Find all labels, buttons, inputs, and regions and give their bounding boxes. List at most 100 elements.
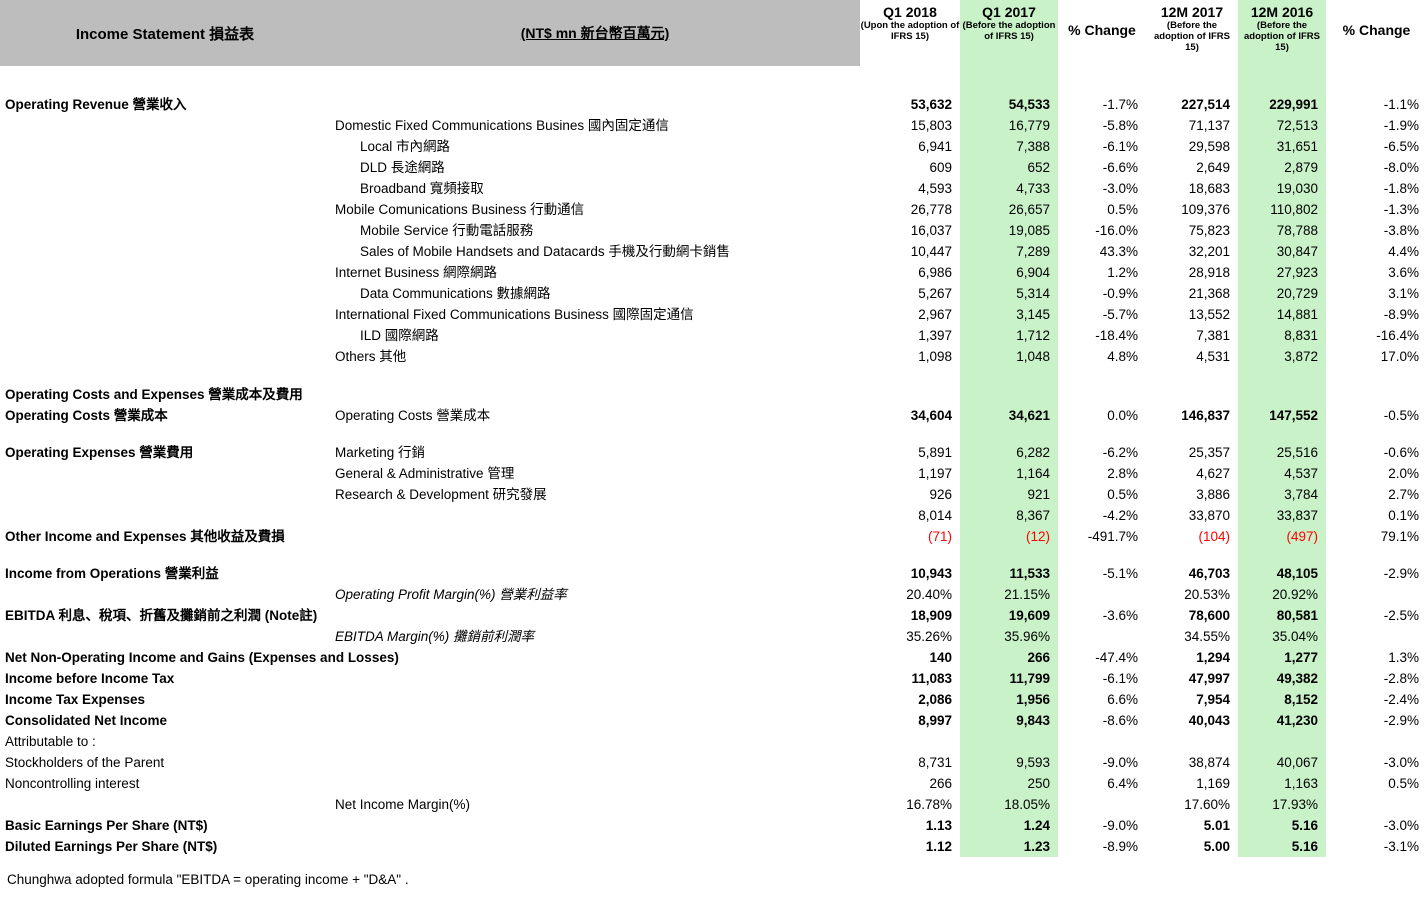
- cell-pct-change-quarter: -9.0%: [1102, 818, 1138, 833]
- table-row: Consolidated Net Income 8,997 9,843 -8.6% 40…: [0, 710, 1427, 731]
- column-header-label: Q1 2017: [982, 4, 1036, 20]
- row-label-secondary: [330, 689, 860, 710]
- row-label-primary: [0, 262, 330, 283]
- table-row: Attributable to :: [0, 731, 1427, 752]
- cell-q1-2017: 1.24: [1023, 818, 1050, 833]
- row-label-secondary: Domestic Fixed Communications Busines 國內…: [335, 118, 669, 133]
- cell-12m-2016: 17.93%: [1272, 797, 1318, 812]
- cell-q1-2018: 926: [929, 487, 952, 502]
- row-label-secondary: [330, 526, 860, 547]
- column-header-subtext: (Before the adoption of IFRS 15): [1244, 20, 1320, 53]
- cell-q1-2018: 2,967: [918, 307, 952, 322]
- row-label-primary: [0, 115, 330, 136]
- table-row: Income from Operations 營業利益 10,943 11,533 -…: [0, 563, 1427, 584]
- row-label-secondary: [330, 647, 860, 668]
- cell-pct-change-quarter: [1058, 584, 1146, 605]
- cell-12m-2017: 4,627: [1196, 466, 1230, 481]
- cell-pct-change-quarter: 1.2%: [1107, 265, 1138, 280]
- cell-q1-2018: 1,397: [918, 328, 952, 343]
- cell-12m-2016: 8,152: [1284, 692, 1318, 707]
- row-label-secondary: Others 其他: [335, 349, 407, 364]
- column-header-subtext: (Before the adoption of IFRS 15): [962, 20, 1056, 42]
- row-label-primary: Income before Income Tax: [5, 671, 175, 686]
- table-row: Broadband 寬頻接取 4,593 4,733 -3.0% 18,683 19,03…: [0, 178, 1427, 199]
- column-header-label: % Change: [1068, 22, 1136, 38]
- cell-pct-change-quarter: 0.0%: [1107, 408, 1138, 423]
- cell-q1-2018: (71): [927, 529, 952, 544]
- row-label-primary: Operating Costs and Expenses 營業成本及費用: [5, 387, 303, 402]
- cell-q1-2017: 9,593: [1016, 755, 1050, 770]
- cell-12m-2017: 1,169: [1196, 776, 1230, 791]
- cell-12m-2017: (104): [1198, 529, 1230, 544]
- cell-12m-2016: 25,516: [1276, 445, 1318, 460]
- cell-pct-change-annual: 17.0%: [1380, 349, 1419, 364]
- cell-pct-change-annual: -2.9%: [1383, 566, 1419, 581]
- table-row: Other Income and Expenses 其他收益及費損 (71) (12…: [0, 526, 1427, 547]
- cell-q1-2017: 652: [1027, 160, 1050, 175]
- cell-12m-2016: 41,230: [1276, 713, 1318, 728]
- row-label-secondary: EBITDA Margin(%) 攤銷前利潤率: [335, 629, 535, 644]
- cell-q1-2017: 7,388: [1016, 139, 1050, 154]
- cell-q1-2017: 5,314: [1016, 286, 1050, 301]
- row-label-primary: Basic Earnings Per Share (NT$): [5, 818, 208, 833]
- cell-12m-2017: 146,837: [1181, 408, 1230, 423]
- cell-12m-2016: 35.04%: [1272, 629, 1318, 644]
- cell-pct-change-annual: -8.9%: [1383, 307, 1419, 322]
- cell-q1-2017: [960, 384, 1058, 405]
- table-row: DLD 長途網路 609 652 -6.6% 2,649 2,879 -8.0%: [0, 157, 1427, 178]
- cell-q1-2018: 53,632: [910, 97, 952, 112]
- cell-12m-2017: [1146, 384, 1238, 405]
- row-label-primary: [0, 325, 330, 346]
- cell-12m-2016: [1238, 384, 1326, 405]
- cell-12m-2016: 30,847: [1276, 244, 1318, 259]
- cell-pct-change-quarter: [1058, 794, 1146, 815]
- cell-q1-2018: 6,986: [918, 265, 952, 280]
- row-label-secondary: Research & Development 研究發展: [335, 487, 547, 502]
- cell-pct-change-annual: 2.0%: [1388, 466, 1419, 481]
- cell-q1-2017: 19,609: [1008, 608, 1050, 623]
- cell-pct-change-annual: -3.0%: [1383, 755, 1419, 770]
- cell-pct-change-quarter: [1058, 384, 1146, 405]
- row-label-secondary: International Fixed Communications Busin…: [335, 307, 694, 322]
- cell-q1-2018: 8,731: [918, 755, 952, 770]
- table-row: Stockholders of the Parent 8,731 9,593 -9.0…: [0, 752, 1427, 773]
- table-row: Sales of Mobile Handsets and Datacards 手…: [0, 241, 1427, 262]
- cell-12m-2017: 29,598: [1188, 139, 1230, 154]
- column-header-pct-change-quarter: % Change: [1058, 0, 1146, 66]
- cell-q1-2017: 1,048: [1016, 349, 1050, 364]
- row-label-primary: Stockholders of the Parent: [5, 755, 165, 770]
- row-label-primary: [0, 136, 330, 157]
- row-label-secondary: [330, 773, 860, 794]
- row-label-primary: [0, 220, 330, 241]
- cell-pct-change-quarter: -18.4%: [1095, 328, 1138, 343]
- cell-12m-2016: 80,581: [1276, 608, 1318, 623]
- cell-pct-change-quarter: -0.9%: [1102, 286, 1138, 301]
- cell-12m-2016: 20,729: [1276, 286, 1318, 301]
- cell-12m-2016: 3,784: [1284, 487, 1318, 502]
- row-label-secondary: [330, 710, 860, 731]
- cell-12m-2017: 28,918: [1188, 265, 1230, 280]
- cell-pct-change-quarter: -3.0%: [1102, 181, 1138, 196]
- cell-12m-2017: 3,886: [1196, 487, 1230, 502]
- cell-12m-2016: 78,788: [1276, 223, 1318, 238]
- row-label-primary: Operating Costs 營業成本: [5, 408, 168, 423]
- row-label-primary: Consolidated Net Income: [5, 713, 168, 728]
- cell-pct-change-annual: -6.5%: [1383, 139, 1419, 154]
- page-title: Income Statement 損益表: [75, 25, 255, 43]
- cell-pct-change-quarter: [1058, 731, 1146, 752]
- cell-q1-2017: 1,164: [1016, 466, 1050, 481]
- cell-q1-2017: 34,621: [1008, 408, 1050, 423]
- table-row: Net Income Margin(%) 16.78% 18.05% 17.60% 17…: [0, 794, 1427, 815]
- column-header-q1-2017: Q1 2017 (Before the adoption of IFRS 15): [960, 0, 1058, 66]
- cell-q1-2017: 19,085: [1008, 223, 1050, 238]
- cell-12m-2016: 27,923: [1276, 265, 1318, 280]
- cell-pct-change-annual: -2.9%: [1383, 713, 1419, 728]
- header-left-band: Income Statement 損益表 (NT$ mn 新台幣百萬元): [0, 0, 860, 66]
- cell-q1-2018: 1.13: [925, 818, 952, 833]
- cell-pct-change-annual: -2.5%: [1383, 608, 1419, 623]
- column-header-label: % Change: [1342, 22, 1411, 38]
- cell-pct-change-annual: -0.5%: [1383, 408, 1419, 423]
- cell-pct-change-annual: 3.1%: [1388, 286, 1419, 301]
- cell-pct-change-quarter: -16.0%: [1095, 223, 1138, 238]
- cell-q1-2018: 6,941: [918, 139, 952, 154]
